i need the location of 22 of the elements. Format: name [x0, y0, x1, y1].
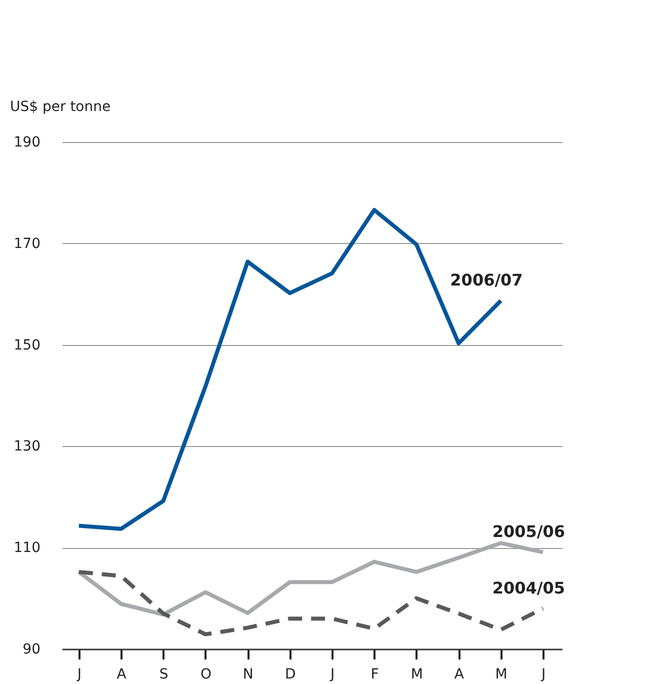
y-tick-label: 170: [14, 236, 40, 252]
x-tick-label: A: [116, 666, 127, 682]
series-label: 2005/06: [492, 522, 566, 542]
y-tick-label: 90: [22, 642, 40, 658]
x-tick-label: M: [495, 666, 508, 682]
series-label: 2006/07: [450, 270, 523, 290]
x-tick-label: J: [329, 666, 335, 682]
x-tick-label: A: [454, 666, 464, 682]
x-tick-label: M: [410, 666, 423, 682]
x-tick-label: O: [200, 666, 212, 682]
y-tick-label: 150: [14, 337, 40, 354]
y-tick-label: 130: [14, 438, 40, 455]
y-tick-label: 190: [14, 134, 40, 150]
x-tick-label: N: [242, 666, 254, 682]
x-tick-label: J: [76, 666, 82, 682]
x-tick-label: S: [159, 666, 168, 682]
y-tick-label: 110: [14, 540, 40, 556]
x-tick-label: F: [370, 666, 379, 682]
x-tick-label: J: [540, 666, 546, 682]
y-axis-title: US$ per tonne: [10, 99, 111, 115]
series-label: 2004/05: [492, 578, 566, 598]
x-tick-label: D: [284, 666, 296, 682]
